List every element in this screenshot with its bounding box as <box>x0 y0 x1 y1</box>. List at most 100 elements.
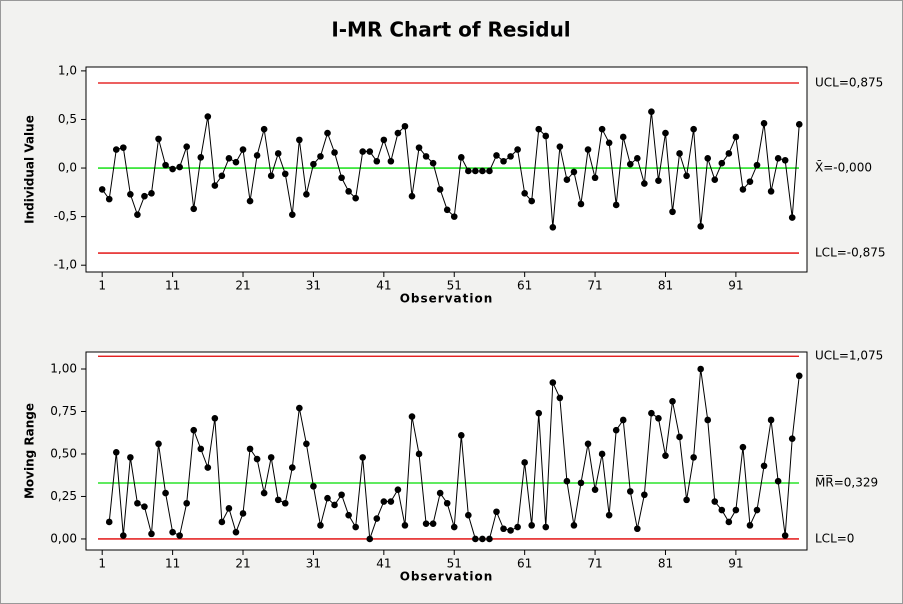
data-point <box>197 154 205 161</box>
data-point <box>641 180 648 187</box>
data-point <box>479 167 486 175</box>
data-point <box>514 523 521 531</box>
data-point <box>577 479 585 487</box>
data-point <box>380 498 388 505</box>
data-point <box>197 445 205 453</box>
x-tick-label: 41 <box>376 557 391 571</box>
data-point <box>774 155 782 162</box>
data-point <box>739 443 747 451</box>
data-point <box>746 522 754 529</box>
data-point <box>648 409 655 417</box>
data-point <box>626 488 634 495</box>
data-point <box>394 486 402 493</box>
data-point <box>535 409 543 417</box>
data-point <box>711 176 719 184</box>
data-point <box>443 206 451 214</box>
data-point <box>422 153 430 160</box>
data-point <box>500 525 507 533</box>
control-label: UCL=0,875 <box>815 76 883 90</box>
data-point <box>289 464 296 471</box>
data-point <box>387 498 395 505</box>
data-point <box>781 156 789 164</box>
data-point <box>655 177 662 184</box>
data-point <box>331 501 338 509</box>
data-point <box>274 496 282 504</box>
data-point <box>535 125 543 133</box>
data-point <box>443 499 451 507</box>
data-point <box>190 426 198 434</box>
data-point <box>718 506 726 514</box>
plot-area <box>85 66 808 273</box>
data-point <box>732 506 740 514</box>
data-point <box>577 200 585 208</box>
data-point <box>746 178 754 185</box>
data-point <box>542 523 550 531</box>
data-point <box>253 152 261 159</box>
data-point <box>148 530 155 538</box>
data-point <box>345 188 352 195</box>
data-point <box>718 159 726 167</box>
data-point <box>570 522 578 529</box>
data-point <box>767 188 775 195</box>
data-point <box>148 190 155 197</box>
data-point <box>795 372 803 380</box>
data-point <box>134 499 141 507</box>
data-point <box>317 522 324 529</box>
x-axis-label: Observation <box>400 570 494 584</box>
data-point <box>619 416 627 424</box>
data-point <box>767 416 775 424</box>
data-point <box>563 176 571 184</box>
data-point <box>450 213 458 220</box>
data-point <box>289 211 296 218</box>
data-point <box>253 455 261 463</box>
data-point <box>436 186 444 193</box>
data-point <box>704 416 712 424</box>
data-point <box>528 522 535 529</box>
data-point <box>591 174 599 182</box>
data-point <box>260 489 268 497</box>
data-point <box>112 448 120 456</box>
x-tick-label: 61 <box>517 279 532 293</box>
data-point <box>359 148 367 155</box>
data-point <box>239 146 247 153</box>
data-point <box>324 494 331 502</box>
data-point <box>387 157 395 165</box>
data-point <box>732 133 740 141</box>
x-tick-label: 31 <box>306 557 321 571</box>
data-point <box>683 172 690 180</box>
data-point <box>774 477 782 485</box>
x-tick-label: 81 <box>658 279 673 293</box>
data-point <box>408 192 416 200</box>
data-point <box>725 518 733 526</box>
data-point <box>296 136 303 144</box>
data-point <box>465 511 472 519</box>
y-tick-label: 0,0 <box>58 161 77 175</box>
data-point <box>598 450 606 458</box>
x-tick-label: 51 <box>447 557 462 571</box>
data-point <box>303 190 310 198</box>
data-point <box>394 129 402 137</box>
chart-title: I-MR Chart of Residul <box>331 18 570 42</box>
data-point <box>155 440 162 448</box>
data-point <box>317 153 324 160</box>
data-point <box>542 132 550 140</box>
y-axis-label: Moving Range <box>23 403 37 499</box>
data-point <box>415 450 423 458</box>
x-axis-label: Observation <box>400 292 494 306</box>
data-point <box>225 505 233 512</box>
data-point <box>690 125 697 133</box>
data-point <box>760 462 768 470</box>
data-point <box>120 532 127 539</box>
data-point <box>112 146 120 153</box>
data-point <box>127 190 134 198</box>
data-point <box>669 397 676 405</box>
data-point <box>267 172 275 180</box>
data-point <box>267 454 275 461</box>
data-point <box>239 510 247 517</box>
data-point <box>211 182 219 189</box>
data-point <box>612 201 620 209</box>
data-point <box>493 508 500 516</box>
data-point <box>788 435 796 442</box>
data-point <box>127 454 134 461</box>
